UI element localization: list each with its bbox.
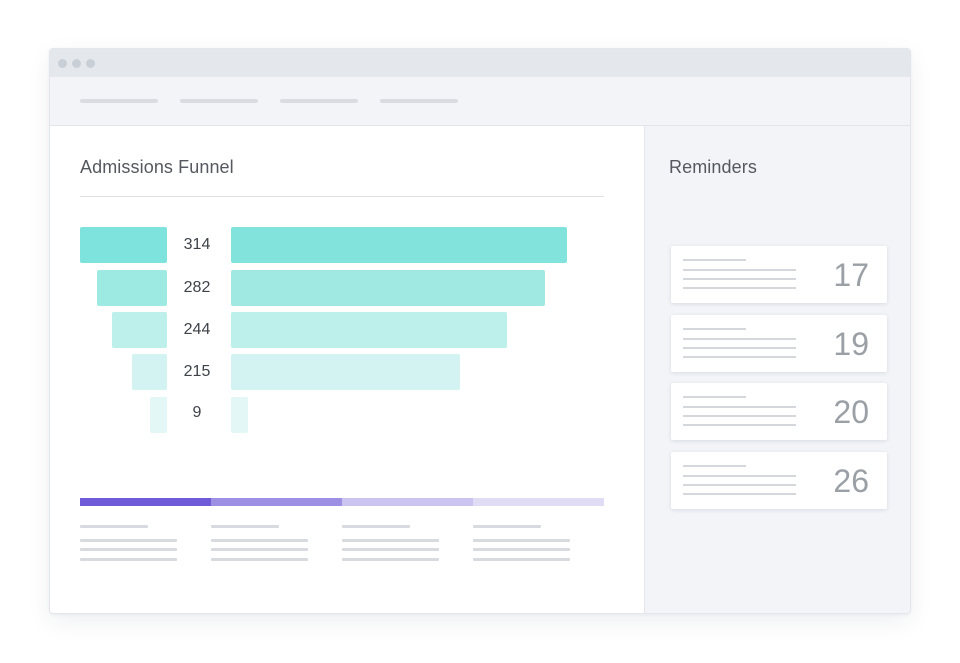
- nav-item-placeholder[interactable]: [180, 99, 258, 103]
- reminder-count: 17: [833, 257, 869, 293]
- window-close-dot-icon[interactable]: [58, 59, 67, 68]
- funnel-stage-value: 215: [183, 363, 211, 380]
- funnel-stage-value: 282: [183, 279, 211, 296]
- funnel-stage-right-bar: [231, 270, 545, 306]
- progress-segment: [211, 498, 342, 506]
- funnel-stage-row: 244: [50, 312, 644, 348]
- funnel-stage-right-bar: [231, 354, 460, 390]
- progress-segment: [342, 498, 473, 506]
- funnel-stage-row: 9: [50, 397, 644, 433]
- reminder-count: 26: [833, 463, 869, 499]
- reminder-card[interactable]: 26: [671, 452, 887, 509]
- top-navbar: [50, 77, 910, 126]
- funnel-stage-row: 215: [50, 354, 644, 390]
- reminders-panel: Reminders 17 19 20 26: [644, 126, 910, 613]
- reminder-card[interactable]: 17: [671, 246, 887, 303]
- funnel-stage-left-bar: [80, 227, 167, 263]
- reminder-count: 20: [833, 394, 869, 430]
- title-divider: [80, 196, 604, 197]
- progress-segment: [473, 498, 604, 506]
- funnel-stage-row: 314: [50, 227, 644, 263]
- funnel-stage-value: 9: [192, 404, 202, 421]
- funnel-stage-left-bar: [112, 312, 167, 348]
- reminders-title: Reminders: [669, 157, 757, 177]
- nav-item-placeholder[interactable]: [80, 99, 158, 103]
- reminder-card[interactable]: 19: [671, 315, 887, 372]
- funnel-stage-value: 244: [183, 321, 211, 338]
- nav-item-placeholder[interactable]: [380, 99, 458, 103]
- funnel-stage-right-bar: [231, 227, 567, 263]
- funnel-panel: Admissions Funnel 314 282 244 215 9: [50, 126, 644, 613]
- window-titlebar: [50, 49, 910, 77]
- nav-item-placeholder[interactable]: [280, 99, 358, 103]
- browser-window: Admissions Funnel 314 282 244 215 9: [49, 48, 911, 614]
- reminder-card[interactable]: 20: [671, 383, 887, 440]
- window-minimize-dot-icon[interactable]: [72, 59, 81, 68]
- funnel-title: Admissions Funnel: [80, 157, 234, 177]
- funnel-stage-right-bar: [231, 312, 507, 348]
- progress-segment: [80, 498, 211, 506]
- funnel-stage-left-bar: [132, 354, 167, 390]
- reminder-count: 19: [833, 326, 869, 362]
- funnel-stage-left-bar: [97, 270, 167, 306]
- window-maximize-dot-icon[interactable]: [86, 59, 95, 68]
- funnel-stage-row: 282: [50, 270, 644, 306]
- funnel-stage-left-bar: [150, 397, 167, 433]
- funnel-stage-value: 314: [183, 236, 211, 253]
- funnel-stage-right-bar: [231, 397, 248, 433]
